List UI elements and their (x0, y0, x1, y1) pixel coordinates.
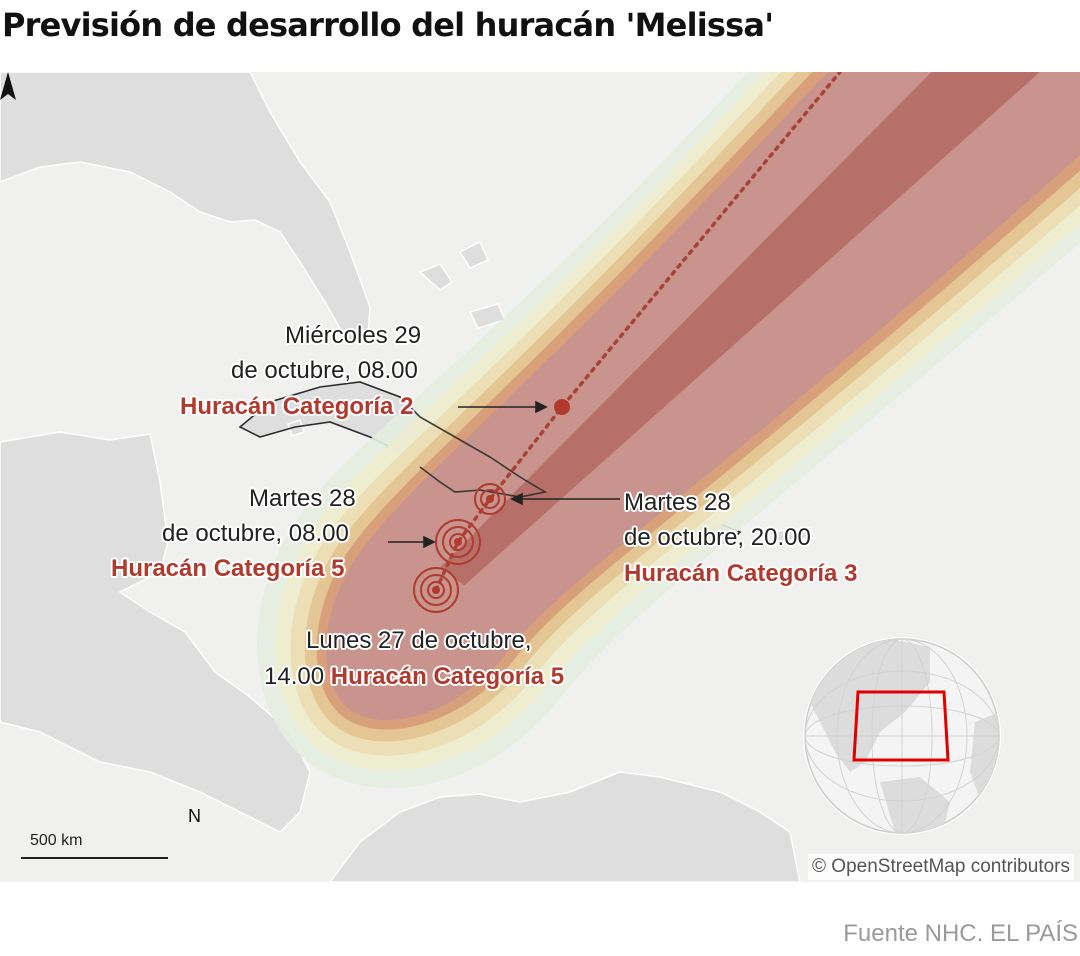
label-monday-line2: 14.00 Huracán Categoría 5 (264, 660, 564, 694)
north-label: N (188, 806, 201, 826)
north-arrow-icon (0, 72, 16, 100)
label-wednesday-date1: Miércoles 29 (285, 322, 422, 349)
label-tuesday-am-date1: Martes 28 (249, 485, 356, 512)
storm-point-wednesday (554, 399, 570, 415)
land-isla-juventud (287, 419, 305, 437)
cone-core (440, 72, 1071, 586)
label-arrows (388, 400, 620, 549)
label-tuesday-pm-category: Huracán Categoría 3 (624, 560, 858, 587)
land-mexico-central-america (0, 431, 311, 833)
label-tuesday-pm-date2: de octubre, 20.00 (624, 524, 811, 551)
locator-globe (803, 637, 1001, 835)
source-credit: Fuente NHC. EL PAÍS (843, 920, 1078, 947)
land-south-america (329, 771, 801, 882)
label-monday-category: Huracán Categoría 5 (330, 663, 565, 690)
map-attribution[interactable]: © OpenStreetMap contributors (808, 854, 1074, 880)
storm-point-tuesday-am (435, 519, 481, 565)
hurricane-map[interactable]: Miércoles 29 de octubre, 08.00 Huracán C… (0, 72, 1080, 882)
scale-label: 500 km (30, 832, 83, 849)
label-tuesday-pm-date1: Martes 28 (624, 489, 731, 516)
label-tuesday-am-category: Huracán Categoría 5 (111, 555, 345, 582)
land-bahamas-2 (458, 240, 489, 269)
storm-point-tuesday-pm (474, 483, 506, 515)
label-tuesday-am-date2: de octubre, 08.00 (162, 520, 349, 547)
land-florida (0, 72, 371, 343)
page-title: Previsión de desarrollo del huracán 'Mel… (2, 6, 774, 44)
label-wednesday-date2: de octubre, 08.00 (231, 357, 418, 384)
label-monday-date: Lunes 27 de octubre, (306, 627, 532, 654)
globe-region-box (852, 690, 950, 762)
scale-bar (21, 857, 168, 859)
storm-point-monday (413, 567, 459, 613)
map-svg (0, 72, 1080, 882)
label-wednesday-category: Huracán Categoría 2 (180, 393, 414, 420)
forecast-cone (257, 72, 1080, 788)
coast-cuba-overlay (399, 396, 548, 498)
land-bahamas-1 (418, 263, 454, 291)
land-puerto-rico (769, 527, 817, 543)
label-monday-time: 14.00 (264, 663, 325, 690)
